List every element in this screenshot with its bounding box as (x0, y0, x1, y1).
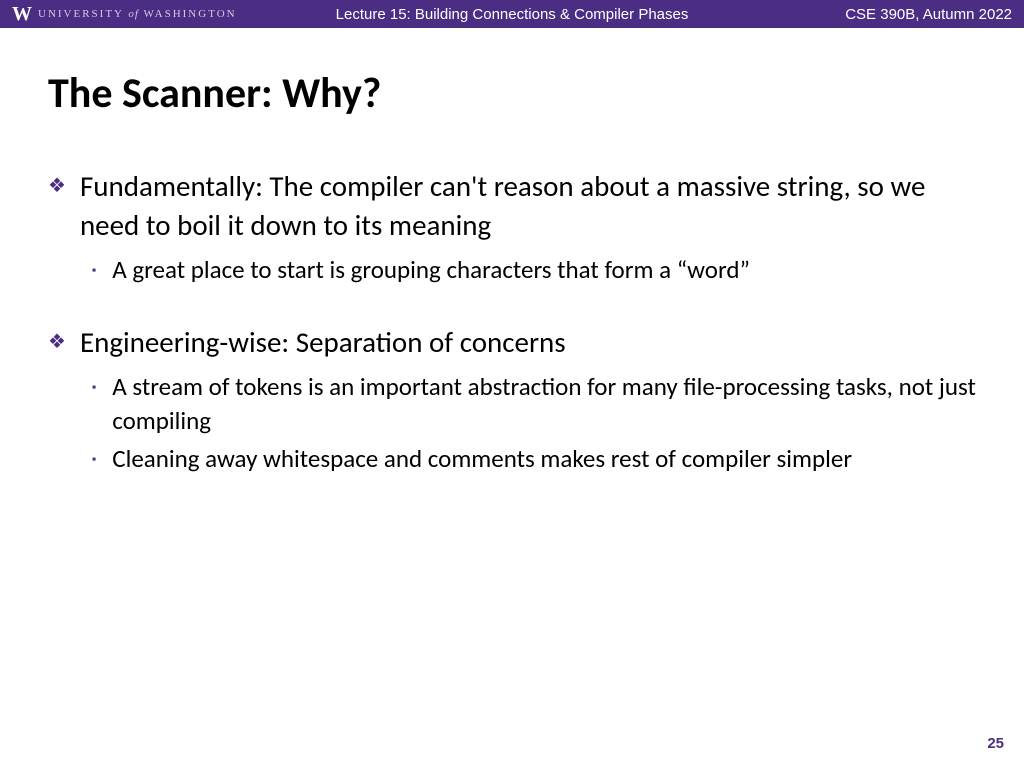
page-number: 25 (987, 735, 1004, 752)
lecture-title: Lecture 15: Building Connections & Compi… (336, 6, 689, 23)
uw-logo-icon: W (12, 3, 32, 26)
slide-title: The Scanner: Why? (48, 68, 976, 119)
slide-content: The Scanner: Why? ❖ Fundamentally: The c… (0, 28, 1024, 475)
bullet-text: Engineering-wise: Separation of concerns (80, 323, 566, 362)
sub-item: ▪ Cleaning away whitespace and comments … (92, 442, 976, 476)
bullet-text: Fundamentally: The compiler can't reason… (80, 167, 976, 245)
course-info: CSE 390B, Autumn 2022 (845, 6, 1012, 23)
header-bar: W UNIVERSITY of WASHINGTON Lecture 15: B… (0, 0, 1024, 28)
header-left: W UNIVERSITY of WASHINGTON (12, 3, 237, 26)
sub-item: ▪ A great place to start is grouping cha… (92, 253, 976, 287)
diamond-bullet-icon: ❖ (48, 329, 66, 354)
diamond-bullet-icon: ❖ (48, 173, 66, 198)
square-bullet-icon: ▪ (92, 264, 96, 278)
sub-text: A great place to start is grouping chara… (112, 253, 750, 287)
bullet-item: ❖ Engineering-wise: Separation of concer… (48, 323, 976, 362)
sub-list: ▪ A stream of tokens is an important abs… (92, 370, 976, 475)
square-bullet-icon: ▪ (92, 381, 96, 395)
sub-text: Cleaning away whitespace and comments ma… (112, 442, 852, 476)
sub-text: A stream of tokens is an important abstr… (112, 370, 976, 438)
bullet-item: ❖ Fundamentally: The compiler can't reas… (48, 167, 976, 245)
univ-of: of (128, 8, 139, 20)
bullet-list: ❖ Fundamentally: The compiler can't reas… (48, 167, 976, 475)
sub-list: ▪ A great place to start is grouping cha… (92, 253, 976, 287)
square-bullet-icon: ▪ (92, 453, 96, 467)
sub-item: ▪ A stream of tokens is an important abs… (92, 370, 976, 438)
univ-suffix: WASHINGTON (143, 8, 236, 20)
univ-prefix: UNIVERSITY (38, 8, 124, 20)
university-name: UNIVERSITY of WASHINGTON (38, 8, 237, 20)
